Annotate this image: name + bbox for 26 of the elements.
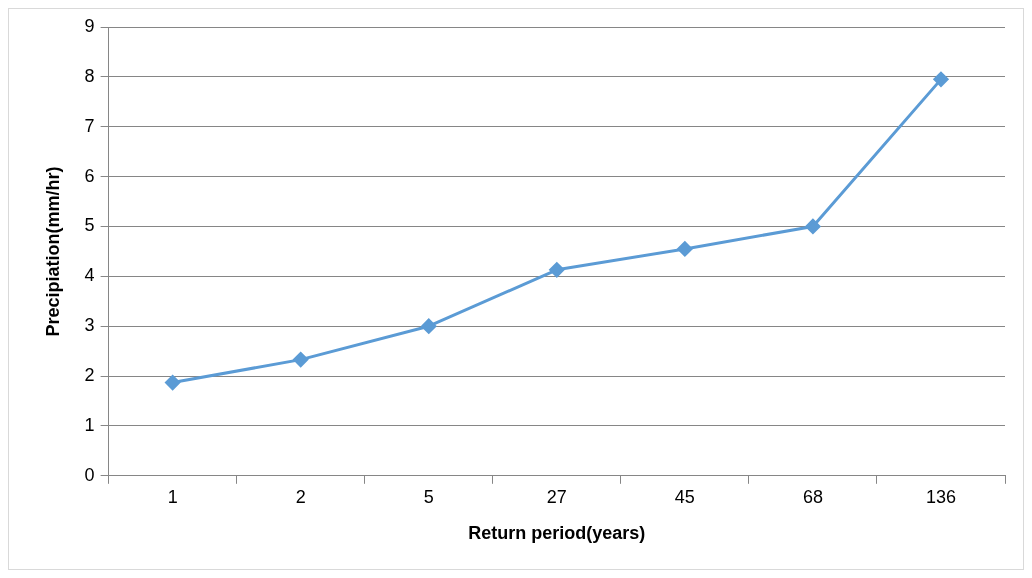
point bbox=[677, 241, 693, 257]
x-tick-label: 45 bbox=[674, 486, 695, 507]
point bbox=[421, 318, 437, 334]
y-tick-label: 9 bbox=[84, 15, 95, 36]
y-tick-label: 0 bbox=[84, 464, 95, 485]
y-tick-label: 7 bbox=[84, 115, 95, 136]
point bbox=[805, 218, 821, 234]
point bbox=[293, 352, 309, 368]
y-tick-label: 3 bbox=[84, 315, 95, 336]
y-tick-label: 4 bbox=[84, 265, 95, 286]
x-tick-label: 68 bbox=[802, 486, 823, 507]
y-tick-label: 8 bbox=[84, 65, 95, 86]
point bbox=[933, 71, 949, 87]
y-tick-label: 6 bbox=[84, 165, 95, 186]
x-tick-label: 1 bbox=[167, 486, 178, 507]
x-tick-label: 2 bbox=[295, 486, 306, 507]
y-tick-label: 1 bbox=[84, 414, 95, 435]
x-axis-title: Return period(years) bbox=[468, 523, 646, 544]
y-tick-label: 5 bbox=[84, 215, 95, 236]
point bbox=[549, 262, 565, 278]
point bbox=[165, 375, 181, 391]
y-tick-label: 2 bbox=[84, 365, 95, 386]
x-tick-label: 5 bbox=[423, 486, 434, 507]
y-axis-title: Precipiation(mm/hr) bbox=[42, 166, 63, 337]
x-tick-label: 136 bbox=[925, 486, 956, 507]
x-tick-label: 27 bbox=[546, 486, 567, 507]
